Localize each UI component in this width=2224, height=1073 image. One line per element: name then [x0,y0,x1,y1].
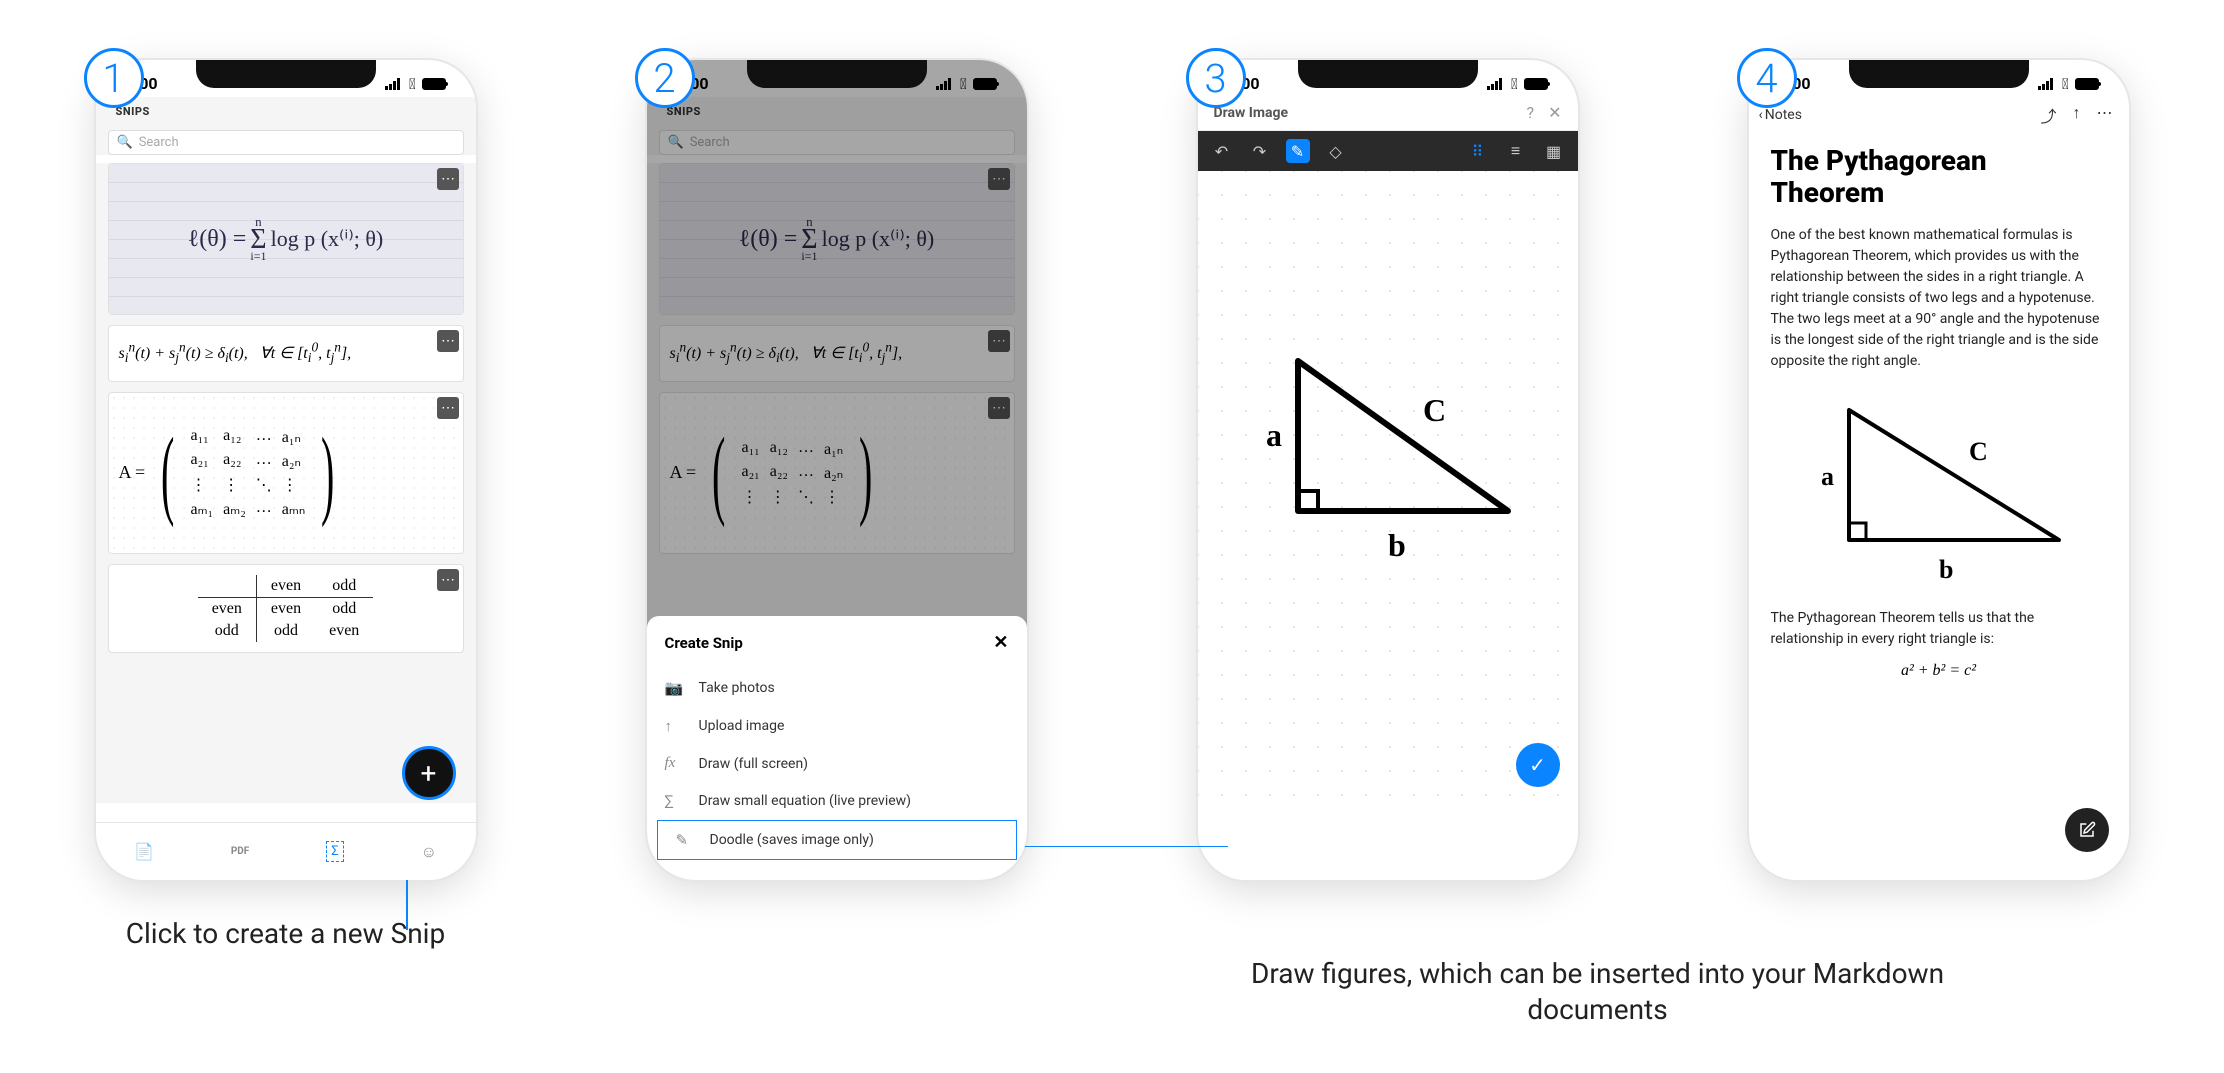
snip-handwritten-1: ℓ(θ) = nΣi=1 log p (x⁽ⁱ⁾; θ) [109,164,463,314]
fx-icon: fx [665,755,685,772]
step-badge-1: 1 [84,48,144,108]
create-snip-sheet: Create Snip ✕ 📷 Take photos ↑ Upload ima… [647,616,1027,880]
triangle-drawing: a b C [1238,331,1538,591]
sheet-item-draw-full[interactable]: fx Draw (full screen) [647,745,1027,782]
status-icons: 􀙇 [2038,75,2099,93]
phone-2: 9:00 􀙇 SNIPS 🔍Search ⋯ ℓ(θ) = [647,60,1027,880]
sigma-icon: ∑ [665,792,685,810]
svg-text:C: C [1423,392,1446,428]
redo-icon[interactable]: ↷ [1248,139,1272,163]
nav-pdf-icon[interactable]: PDF [231,846,249,857]
step-badge-2: 2 [635,48,695,108]
callout-line [406,880,408,930]
sheet-item-doodle[interactable]: ✎ Doodle (saves image only) [657,820,1017,860]
help-icon[interactable]: ? [1527,103,1535,122]
draw-canvas[interactable]: a b C ✓ [1198,171,1578,811]
caption-1: Click to create a new Snip [126,916,445,952]
camera-icon: 📷 [665,679,685,697]
step-badge-3: 3 [1186,48,1246,108]
svg-text:b: b [1388,527,1406,563]
snip-menu-icon[interactable]: ⋯ [437,168,459,190]
sheet-item-take-photos[interactable]: 📷 Take photos [647,669,1027,707]
phone-4: 9:00 􀙇 ‹ Notes ⤴ ↑ ⋯ The Py [1749,60,2129,880]
snip-menu-icon[interactable]: ⋯ [437,397,459,419]
bottom-nav: 📄 PDF Σ ☺ [96,822,476,880]
close-icon[interactable]: ✕ [1548,103,1561,122]
note-equation: a² + b² = c² [1771,662,2107,680]
back-button[interactable]: ‹ Notes [1759,107,1802,123]
sheet-item-draw-equation[interactable]: ∑ Draw small equation (live preview) [647,782,1027,820]
upload-icon[interactable]: ↑ [2073,103,2081,127]
nav-account-icon[interactable]: ☺ [421,842,437,862]
snip-card[interactable]: ⋯ A = ( a₁₁a₁₂…a₁ₙ a₂₁a₂₂…a₂ₙ ⋮⋮⋱⋮ aₘ₁aₘ… [108,392,464,554]
snip-matrix: A = ( a₁₁a₁₂…a₁ₙ a₂₁a₂₂…a₂ₙ ⋮⋮⋱⋮ aₘ₁aₘ₂…… [109,393,463,553]
phone-1: 9:00 􀙇 SNIPS 🔍 Search ⋯ ℓ(θ) = [96,60,476,880]
status-icons: 􀙇 [1487,75,1548,93]
create-snip-fab[interactable]: + [402,746,456,800]
more-icon[interactable]: ⋯ [2097,103,2113,127]
sheet-title: Create Snip [665,634,743,652]
triangle-figure: a b C [1799,390,2079,590]
note-title: The Pythagorean Theorem [1771,145,2107,209]
svg-text:b: b [1939,555,1953,584]
draw-toolbar: ↶ ↷ ✎ ◇ ⠿ ≡ ▦ [1198,131,1578,171]
eraser-icon[interactable]: ◇ [1324,139,1348,163]
upload-icon: ↑ [665,717,685,735]
close-icon[interactable]: ✕ [993,632,1008,653]
caption-34: Draw figures, which can be inserted into… [1208,956,1988,1029]
draw-title: Draw Image [1214,105,1289,121]
svg-text:a: a [1821,462,1834,491]
snips-header: SNIPS [96,97,476,124]
doodle-icon: ✎ [676,831,696,849]
share-icon[interactable]: ⤴ [2040,103,2056,127]
status-icons: 􀙇 [385,75,446,93]
step-badge-4: 4 [1737,48,1797,108]
nav-doc-icon[interactable]: 📄 [134,842,154,861]
grid-dots-icon[interactable]: ⠿ [1466,139,1490,163]
confirm-button[interactable]: ✓ [1516,743,1560,787]
phone-3: 9:00 􀙇 Draw Image ? ✕ ↶ ↷ ✎ ◇ [1198,60,1578,880]
snip-card[interactable]: ⋯ ℓ(θ) = nΣi=1 log p (x⁽ⁱ⁾; θ) [108,163,464,315]
note-text: One of the best known mathematical formu… [1771,225,2107,372]
search-icon: 🔍 [117,135,133,150]
grid-squares-icon[interactable]: ▦ [1542,139,1566,163]
sheet-item-upload[interactable]: ↑ Upload image [647,707,1027,745]
undo-icon[interactable]: ↶ [1210,139,1234,163]
search-input[interactable]: 🔍 Search [108,130,464,155]
snip-table: evenodd evenevenodd oddoddeven [109,565,463,652]
pen-icon[interactable]: ✎ [1286,139,1310,163]
chevron-left-icon: ‹ [1759,107,1763,123]
svg-text:C: C [1969,437,1988,466]
svg-text:a: a [1266,417,1282,453]
note-outro: The Pythagorean Theorem tells us that th… [1771,608,2107,650]
snip-card[interactable]: ⋯ evenodd evenevenodd oddoddeven [108,564,464,653]
snip-formula: sin(t) + sjn(t) ≥ δi(t), ∀t ∈ [ti0, tjn]… [109,326,463,381]
snip-menu-icon[interactable]: ⋯ [437,569,459,591]
nav-sigma-icon[interactable]: Σ [326,841,343,862]
snip-menu-icon[interactable]: ⋯ [437,330,459,352]
snip-card[interactable]: ⋯ sin(t) + sjn(t) ≥ δi(t), ∀t ∈ [ti0, tj… [108,325,464,382]
edit-fab[interactable] [2065,808,2109,852]
grid-lines-icon[interactable]: ≡ [1504,139,1528,163]
